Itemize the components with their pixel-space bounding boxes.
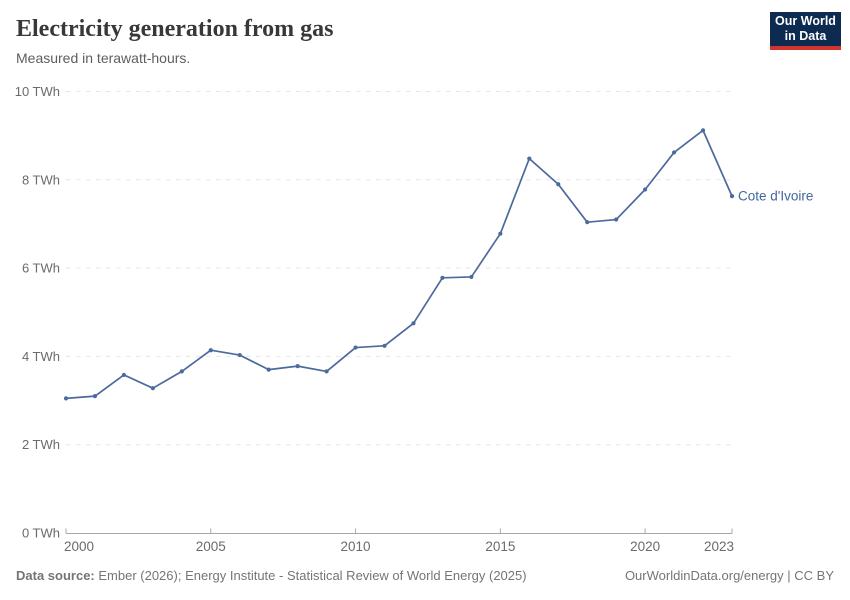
x-axis-label: 2000: [64, 539, 94, 554]
data-point-2008[interactable]: [295, 364, 300, 369]
x-axis-label: 2015: [485, 539, 515, 554]
y-axis-label: 4 TWh: [22, 349, 60, 364]
data-point-2002[interactable]: [121, 372, 127, 378]
x-axis-label: 2010: [341, 539, 371, 554]
data-point-2006[interactable]: [237, 352, 242, 358]
data-point-2010[interactable]: [353, 345, 358, 350]
x-axis-label: 2020: [630, 539, 660, 554]
data-point-2019[interactable]: [614, 217, 619, 222]
y-axis-label: 0 TWh: [22, 526, 60, 541]
y-axis-label: 6 TWh: [22, 261, 60, 276]
data-point-2004[interactable]: [179, 369, 184, 374]
y-axis-label: 8 TWh: [22, 172, 60, 187]
data-point-2007[interactable]: [266, 367, 271, 372]
data-point-2003[interactable]: [150, 386, 155, 391]
data-point-2021[interactable]: [671, 150, 677, 155]
data-point-2023[interactable]: [729, 194, 735, 199]
data-point-2022[interactable]: [700, 128, 706, 133]
y-axis-label: 10 TWh: [15, 84, 60, 99]
data-point-2015[interactable]: [498, 231, 503, 236]
owid-logo[interactable]: Our World in Data: [770, 12, 841, 50]
data-source-label: Data source:: [16, 568, 95, 583]
page-title: Electricity generation from gas: [16, 16, 334, 42]
series-end-label[interactable]: Cote d'Ivoire: [738, 189, 813, 204]
data-point-2000[interactable]: [63, 396, 69, 401]
owid-logo-line2: in Data: [784, 29, 827, 43]
data-point-2018[interactable]: [585, 220, 590, 225]
data-point-2001[interactable]: [92, 394, 98, 399]
data-point-2014[interactable]: [469, 274, 474, 280]
chart-subtitle: Measured in terawatt-hours.: [16, 50, 191, 66]
y-axis-label: 2 TWh: [22, 437, 60, 452]
chart-footer: Data source: Ember (2026); Energy Instit…: [16, 567, 834, 584]
data-point-2013[interactable]: [440, 275, 445, 280]
owid-link[interactable]: OurWorldinData.org/energy | CC BY: [624, 568, 834, 583]
data-point-2009[interactable]: [324, 369, 329, 374]
data-point-2017[interactable]: [556, 182, 561, 187]
data-point-2020[interactable]: [643, 187, 648, 192]
x-axis-label: 2023: [704, 539, 734, 554]
data-source-note: Data source: Ember (2026); Energy Instit…: [16, 567, 527, 584]
chart-header: Electricity generation from gas Measured…: [16, 14, 834, 67]
data-point-2016[interactable]: [527, 156, 532, 161]
data-point-2005[interactable]: [208, 348, 213, 353]
line-series: [65, 129, 733, 400]
data-source-text: Ember (2026); Energy Institute - Statist…: [94, 568, 527, 583]
data-point-2011[interactable]: [382, 343, 387, 348]
owid-logo-line1: Our World: [775, 14, 836, 28]
data-point-2012[interactable]: [411, 321, 416, 326]
x-axis-label: 2005: [196, 539, 226, 554]
